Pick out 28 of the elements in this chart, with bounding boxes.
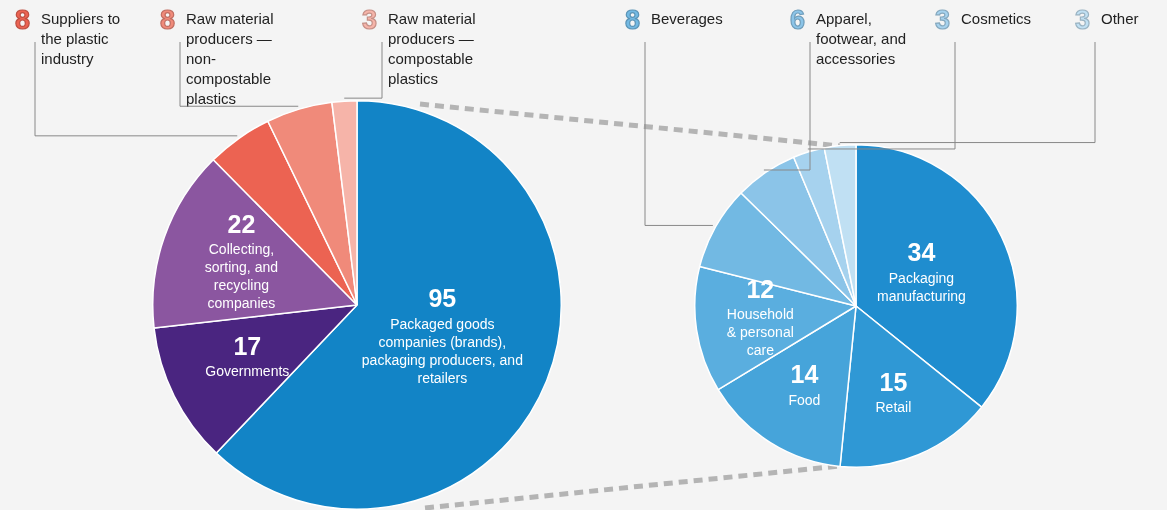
data-label: 95 [428,284,457,313]
slice-label: Cosmetics [961,9,1032,27]
slice-label: Governments [205,363,290,380]
data-label: 3 [1075,4,1091,35]
data-label: 12 [746,274,775,303]
slice-label: Apparel, footwear, and accessories [816,9,907,67]
data-label: 6 [790,4,806,35]
data-label: 22 [227,209,256,238]
data-label: 15 [879,367,908,396]
slice-label: Other [1101,9,1139,27]
slice-label: Raw material producers — non-compostable plastics [186,9,274,107]
slice-label: Retail [875,399,912,416]
slice-label: Household & personal care [726,306,794,359]
data-label: 8 [160,4,176,35]
slice-label: Packaged goods companies (brands), packaging producers, and retailers [361,315,523,386]
slice-label: Suppliers to the plastic industry [41,9,121,67]
data-label: 17 [233,332,262,361]
slice-label: Food [788,391,821,408]
data-label: 34 [907,238,936,267]
data-label: 8 [625,4,641,35]
slice-label: Packaging manufacturing [877,269,966,304]
data-label: 3 [935,4,951,35]
data-label: 3 [362,4,378,35]
slice-label: Raw material producers — compostable plastics [388,9,476,87]
data-label: 8 [15,4,31,35]
slice-label: Collecting, sorting, and recycling companies [204,241,278,312]
slice-label: Beverages [651,9,723,27]
data-label: 14 [790,360,819,389]
